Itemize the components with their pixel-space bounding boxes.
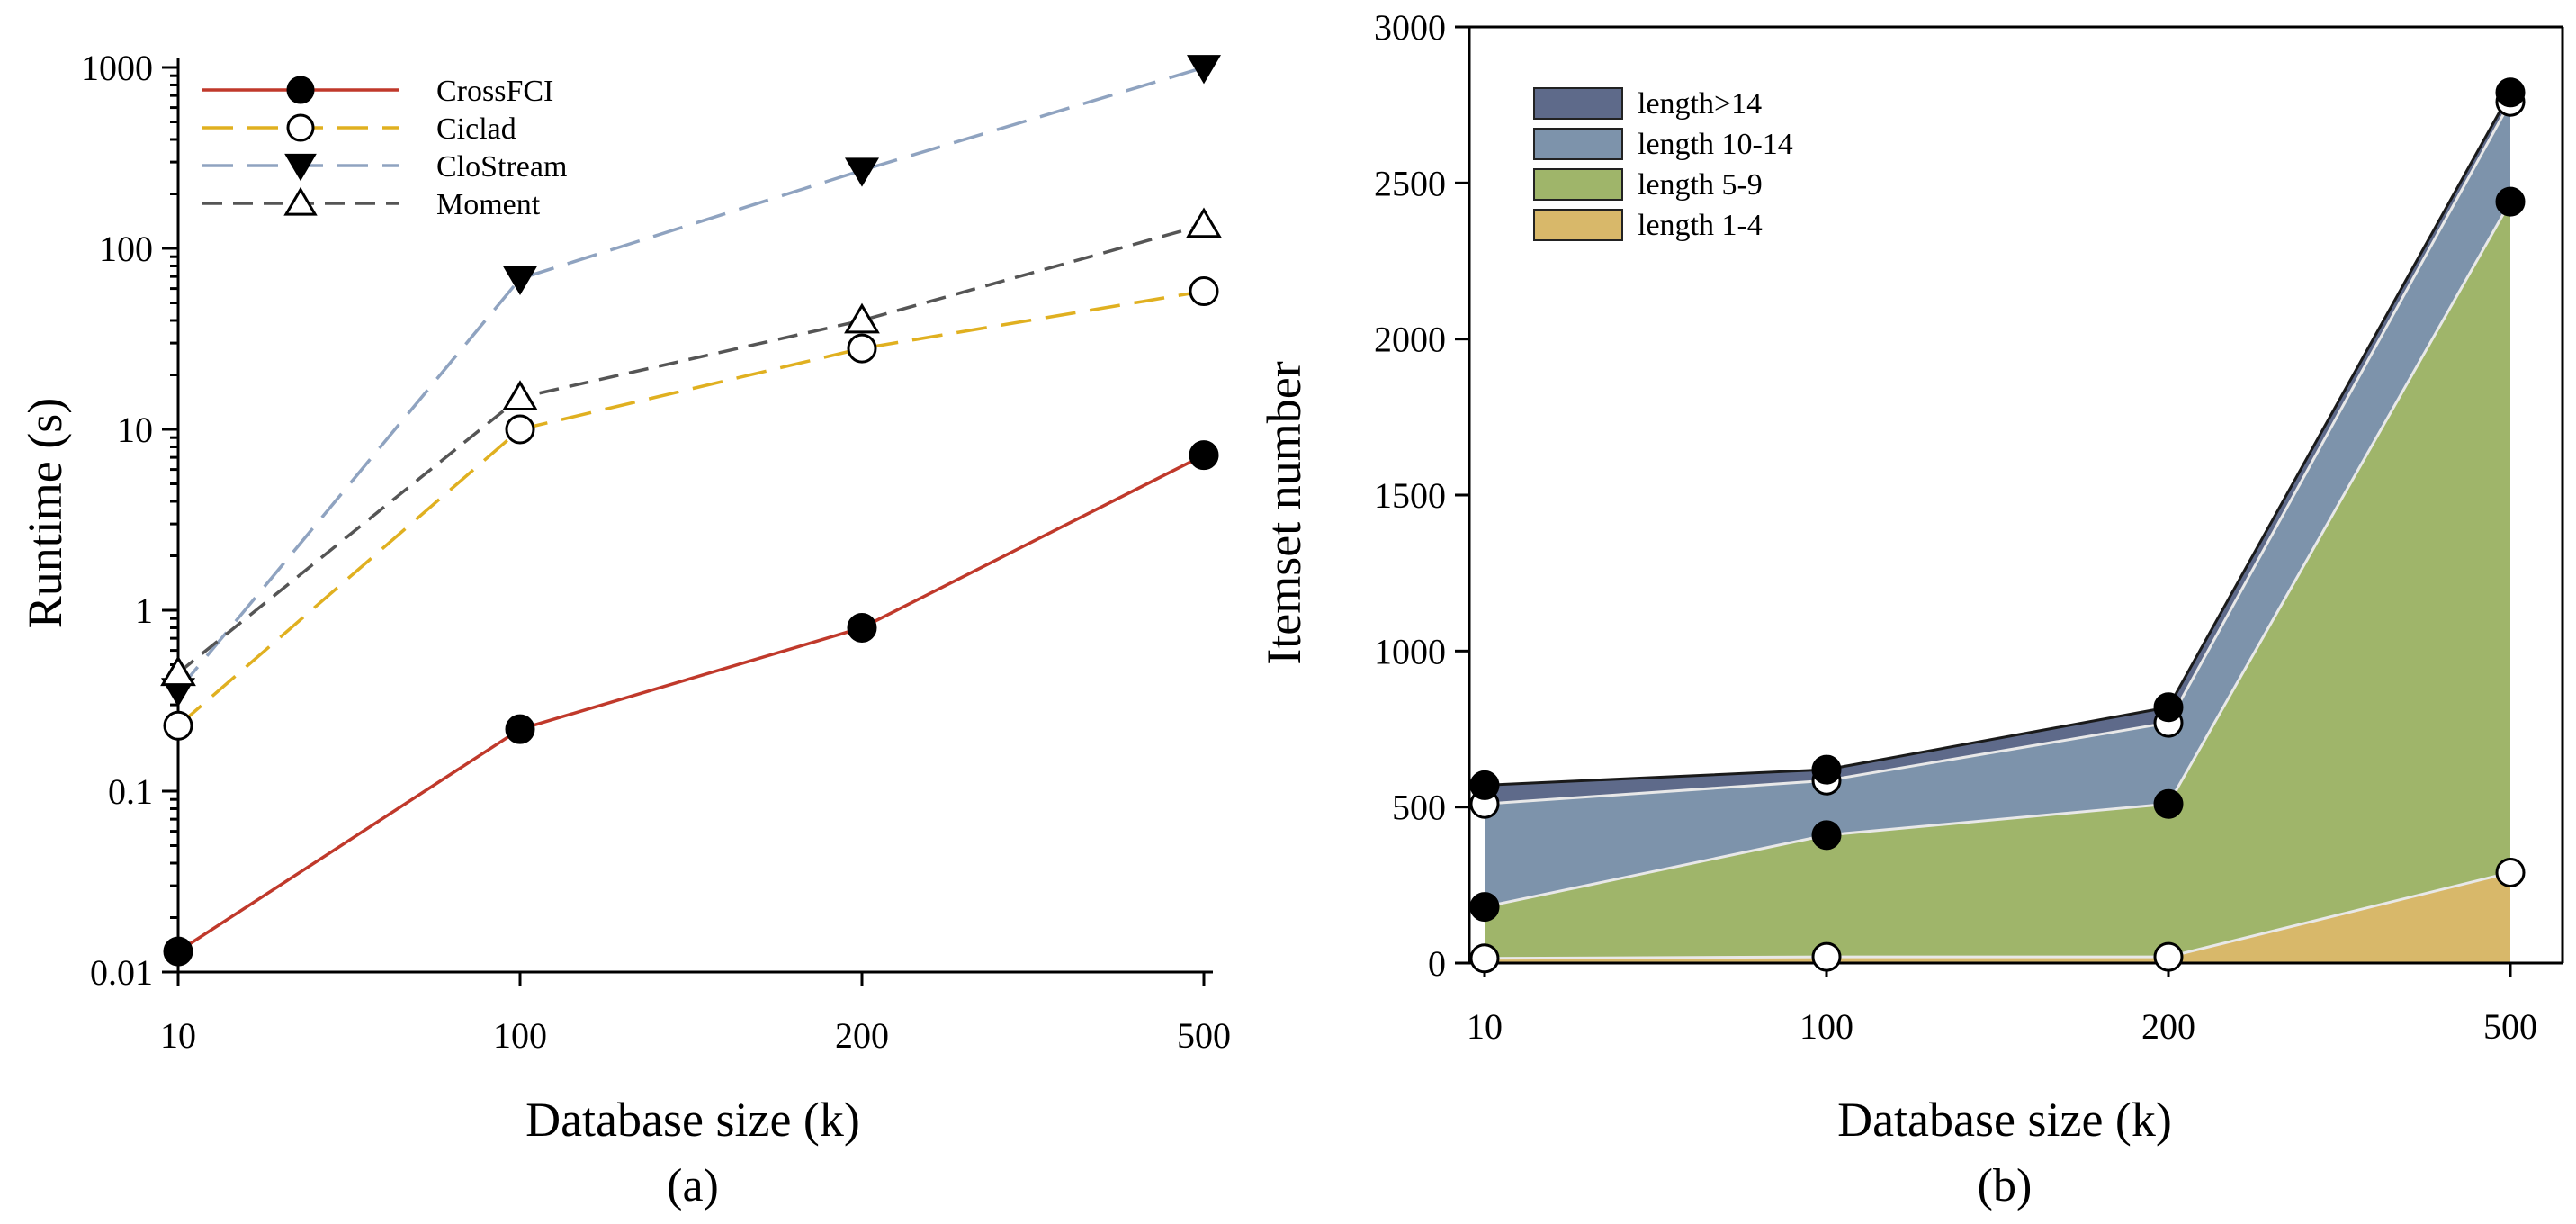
legend-swatch-length-5-9 xyxy=(1533,168,1623,201)
data-point-crossfci xyxy=(505,714,535,744)
chart-a-y-tick-label: 0.1 xyxy=(108,771,153,812)
chart-a-ylabel: Runtime (s) xyxy=(18,398,72,628)
chart-b-y-tick-label: 0 xyxy=(1428,943,1446,984)
data-point-moment xyxy=(1186,207,1222,238)
data-point-marker xyxy=(2153,692,2184,723)
data-point-marker xyxy=(2153,788,2184,819)
chart-a-y-tick-label: 100 xyxy=(99,229,153,269)
legend-label-length-14: length>14 xyxy=(1638,87,1762,121)
chart-a-caption: (a) xyxy=(667,1160,719,1211)
area-length-10-14 xyxy=(1485,102,2510,907)
chart-a-x-tick-label: 100 xyxy=(493,1015,547,1056)
legend-marker-moment xyxy=(283,186,318,216)
legend-marker-ciclad xyxy=(286,113,315,142)
chart-b-y-tick-label: 500 xyxy=(1392,788,1446,828)
area-boundary-line xyxy=(1484,92,2512,787)
legend-label-length-10-14: length 10-14 xyxy=(1638,128,1793,161)
chart-b-legend: length>14 length 10-14 length 5-9 length 1-… xyxy=(1533,87,1793,242)
chart-a-x-tick-label: 500 xyxy=(1177,1015,1231,1056)
data-point-marker xyxy=(1811,941,1842,972)
legend-swatch-length-10-14 xyxy=(1533,128,1623,160)
legend-marker-clostream xyxy=(284,153,317,182)
series-line-crossfci xyxy=(177,454,1205,953)
legend-swatch-length-1-4 xyxy=(1533,209,1623,241)
data-point-marker xyxy=(1811,754,1842,785)
legend-label-moment: Moment xyxy=(436,188,541,221)
runtime-chart: Database size (k) (a) Runtime (s) 0.01 0.… xyxy=(18,48,1231,1211)
data-point-clostream xyxy=(503,266,537,296)
chart-a-legend: CrossFCI Ciclad CloStream Moment xyxy=(202,75,567,221)
data-point-marker xyxy=(2495,186,2526,217)
data-point-moment xyxy=(502,380,538,411)
chart-b-x-tick-label: 200 xyxy=(2141,1006,2195,1047)
chart-b-y-tick-label: 2500 xyxy=(1374,163,1446,203)
data-point-marker xyxy=(1469,770,1500,800)
chart-b-x-tick-label: 500 xyxy=(2483,1006,2537,1047)
data-point-moment xyxy=(844,302,880,334)
series-line-moment xyxy=(176,223,1205,675)
data-point-crossfci xyxy=(163,936,193,967)
chart-a-y-tick-label: 1000 xyxy=(81,48,153,88)
data-point-ciclad xyxy=(163,710,193,741)
data-point-clostream xyxy=(1187,55,1221,85)
area-length-1-4 xyxy=(1485,872,2510,963)
chart-b-xlabel: Database size (k) xyxy=(1837,1093,2172,1147)
area-length-5-9 xyxy=(1485,202,2510,958)
chart-b-y-tick-label: 2000 xyxy=(1374,320,1446,360)
chart-b-ylabel: Itemset number xyxy=(1257,361,1311,664)
legend-marker-crossfci xyxy=(286,76,315,104)
data-point-marker xyxy=(2495,77,2526,108)
legend-label-length-5-9: length 5-9 xyxy=(1638,168,1763,202)
data-point-clostream xyxy=(845,158,879,187)
data-point-marker xyxy=(2495,857,2526,887)
series-line-clostream xyxy=(176,66,1205,692)
legend-label-crossfci: CrossFCI xyxy=(436,75,553,108)
area-boundary-line xyxy=(1484,201,2512,909)
data-point-crossfci xyxy=(1189,440,1219,471)
chart-a-y-tick-label: 10 xyxy=(117,410,153,450)
data-point-marker xyxy=(1469,892,1500,922)
itemset-chart: Database size (k) (b) Itemset number 0 50… xyxy=(1257,7,2564,1211)
data-point-ciclad xyxy=(847,333,877,364)
chart-b-caption: (b) xyxy=(1978,1160,2033,1211)
chart-b-y-tick-label: 1000 xyxy=(1374,631,1446,671)
legend-label-clostream: CloStream xyxy=(436,150,567,184)
chart-a-y-tick-label: 1 xyxy=(135,590,153,631)
legend-label-length-1-4: length 1-4 xyxy=(1638,209,1763,242)
chart-a-y-tick-label: 0.01 xyxy=(90,952,153,993)
chart-b-y-tick-label: 3000 xyxy=(1374,7,1446,48)
data-point-ciclad xyxy=(1189,276,1219,307)
chart-a-xlabel: Database size (k) xyxy=(525,1093,860,1147)
series-line-ciclad xyxy=(176,289,1205,727)
data-point-moment xyxy=(160,655,196,687)
area-boundary-line xyxy=(1484,101,2512,806)
data-point-marker xyxy=(1469,943,1500,974)
data-point-marker xyxy=(2153,941,2184,972)
chart-b-y-tick-label: 1500 xyxy=(1374,475,1446,516)
data-point-crossfci xyxy=(847,612,877,643)
chart-b-x-tick-label: 100 xyxy=(1800,1006,1853,1047)
legend-swatch-length-14 xyxy=(1533,87,1623,120)
chart-a-x-tick-label: 10 xyxy=(160,1015,196,1056)
area-boundary-line xyxy=(1484,871,2511,960)
chart-a-x-tick-label: 200 xyxy=(835,1015,889,1056)
data-point-marker xyxy=(1811,820,1842,850)
legend-label-ciclad: Ciclad xyxy=(436,112,516,146)
chart-b-x-tick-label: 10 xyxy=(1467,1006,1503,1047)
data-point-ciclad xyxy=(505,414,535,445)
